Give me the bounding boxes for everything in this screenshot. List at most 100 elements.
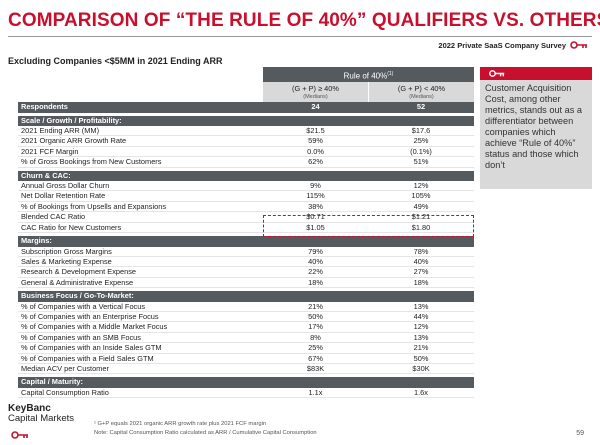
section-title: Margins:	[21, 236, 52, 246]
row-value-qualifiers: 50%	[308, 311, 323, 321]
row-label: Median ACV per Customer	[21, 363, 109, 373]
row-label: Sales & Marketing Expense	[21, 256, 112, 266]
table-row: Median ACV per Customer $83K $30K	[18, 363, 474, 375]
row-label: CAC Ratio for New Customers	[21, 222, 122, 232]
row-value-qualifiers: 18%	[308, 277, 323, 287]
col1-sub: (Medians)	[303, 94, 328, 100]
row-label: 2021 Ending ARR (MM)	[21, 126, 100, 135]
row-value-qualifiers: 1.1x	[308, 387, 323, 397]
table-row: Blended CAC Ratio $0.71 $1.21	[18, 212, 474, 223]
row-value-others: 12%	[413, 181, 429, 191]
col2-sub: (Medians)	[409, 94, 434, 100]
row-value-qualifiers: 0.0%	[307, 146, 324, 156]
respondents-row: Respondents 24 52	[18, 102, 474, 113]
section-header: Capital / Maturity:	[18, 377, 474, 388]
brand-subname: Capital Markets	[8, 413, 74, 424]
callout-text: Customer Acquisition Cost, among other m…	[485, 83, 583, 170]
row-value-qualifiers: $0.71	[306, 212, 325, 222]
section-title: Business Focus / Go-To-Market:	[21, 291, 134, 301]
comparison-table: Respondents 24 52 Scale / Growth / Profi…	[18, 102, 474, 399]
table-row: 2021 FCF Margin 0.0% (0.1%)	[18, 146, 474, 158]
row-value-others: 78%	[413, 246, 429, 256]
row-value-qualifiers: $21.5	[306, 126, 325, 135]
section-title: Capital / Maturity:	[21, 377, 84, 387]
section-header: Margins:	[18, 236, 474, 247]
row-label: % of Companies with an Inside Sales GTM	[21, 343, 162, 353]
table-row: 2021 Ending ARR (MM) $21.5 $17.6	[18, 126, 474, 137]
respondents-label: Respondents	[21, 102, 68, 111]
title-divider	[8, 36, 592, 37]
row-label: % of Companies with a Field Sales GTM	[21, 353, 154, 363]
row-value-others: $30K	[412, 363, 430, 373]
brand-name: KeyBanc	[8, 403, 51, 414]
key-icon	[489, 70, 505, 77]
row-value-others: 12%	[413, 322, 429, 332]
row-label: 2021 FCF Margin	[21, 146, 79, 156]
col2-label: (G + P) < 40%	[397, 84, 446, 93]
row-label: Net Dollar Retention Rate	[21, 191, 106, 201]
respondents-qualifiers: 24	[311, 102, 320, 111]
row-value-qualifiers: 62%	[308, 157, 323, 167]
footnotes: ¹ G+P equals 2021 organic ARR growth rat…	[94, 420, 317, 438]
row-value-others: 13%	[413, 301, 429, 311]
table-row: % of Gross Bookings from New Customers 62…	[18, 157, 474, 168]
brand-logo: KeyBanc Capital Markets	[8, 404, 74, 424]
row-value-others: 25%	[413, 136, 429, 146]
footnote-2: Note: Capital Consumption Ratio calculat…	[94, 430, 317, 436]
row-value-qualifiers: 59%	[308, 136, 323, 146]
section-title: Churn & CAC:	[21, 170, 71, 180]
row-value-qualifiers: $1.05	[306, 222, 325, 232]
table-row: Net Dollar Retention Rate 115% 105%	[18, 191, 474, 202]
table-row: % of Companies with an SMB Focus 8% 13%	[18, 332, 474, 344]
page-subtitle: Excluding Companies <$5MM in 2021 Ending…	[8, 56, 223, 66]
row-label: % of Gross Bookings from New Customers	[21, 157, 162, 167]
key-logo-icon	[11, 431, 28, 439]
page-number: 59	[576, 430, 584, 437]
rule-of-40-header: Rule of 40%(1)	[263, 67, 474, 82]
table-row: General & Administrative Expense 18% 18%	[18, 277, 474, 289]
row-label: Subscription Gross Margins	[21, 246, 112, 256]
row-label: % of Companies with a Middle Market Focu…	[21, 322, 168, 332]
row-value-others: 44%	[413, 311, 429, 321]
table-row: Capital Consumption Ratio 1.1x 1.6x	[18, 387, 474, 399]
row-value-others: 40%	[413, 256, 429, 266]
row-value-qualifiers: 67%	[308, 353, 323, 363]
section-header: Churn & CAC:	[18, 170, 474, 182]
table-section: Margins: Subscription Gross Margins 79% 78%…	[18, 236, 474, 289]
table-row: % of Companies with an Enterprise Focus 5…	[18, 311, 474, 323]
respondents-others: 52	[416, 102, 426, 111]
table-section: Scale / Growth / Profitability: 2021 Endi…	[18, 115, 474, 168]
table-row: 2021 Organic ARR Growth Rate 59% 25%	[18, 136, 474, 147]
row-label: % of Bookings from Upsells and Expansion…	[21, 201, 167, 211]
row-value-qualifiers: 38%	[308, 201, 323, 211]
row-value-qualifiers: 21%	[308, 301, 323, 311]
cac-highlight-box	[263, 215, 474, 237]
table-section: Capital / Maturity: Capital Consumption R…	[18, 377, 474, 399]
row-value-qualifiers: 25%	[308, 343, 323, 353]
table-row: CAC Ratio for New Customers $1.05 $1.80	[18, 222, 474, 234]
section-title: Scale / Growth / Profitability:	[21, 115, 122, 125]
column-header-qualifiers: (G + P) ≥ 40% (Medians)	[263, 82, 368, 102]
table-row: % of Bookings from Upsells and Expansion…	[18, 201, 474, 213]
column-header-others: (G + P) < 40% (Medians)	[368, 82, 474, 102]
row-label: Annual Gross Dollar Churn	[21, 181, 110, 191]
row-label: % of Companies with an SMB Focus	[21, 332, 141, 342]
table-row: % of Companies with a Vertical Focus 21% 1…	[18, 302, 474, 312]
row-value-others: $1.21	[411, 212, 431, 222]
row-label: Research & Development Expense	[21, 267, 137, 277]
row-value-qualifiers: 115%	[306, 191, 325, 201]
row-value-others: 13%	[413, 332, 429, 342]
table-row: Research & Development Expense 22% 27%	[18, 267, 474, 278]
footnote-1: ¹ G+P equals 2021 organic ARR growth rat…	[94, 421, 267, 427]
callout-box: Customer Acquisition Cost, among other m…	[480, 67, 592, 189]
table-row: Sales & Marketing Expense 40% 40%	[18, 256, 474, 268]
section-header: Business Focus / Go-To-Market:	[18, 291, 474, 302]
row-value-others: 27%	[413, 267, 429, 277]
table-section: Churn & CAC: Annual Gross Dollar Churn 9% 1…	[18, 170, 474, 234]
row-value-others: (0.1%)	[410, 146, 432, 156]
table-row: Annual Gross Dollar Churn 9% 12%	[18, 181, 474, 192]
row-label: Blended CAC Ratio	[21, 212, 86, 222]
row-value-qualifiers: 40%	[308, 256, 323, 266]
rule-of-40-footnote-marker: (1)	[387, 71, 394, 77]
table-row: Subscription Gross Margins 79% 78%	[18, 247, 474, 257]
